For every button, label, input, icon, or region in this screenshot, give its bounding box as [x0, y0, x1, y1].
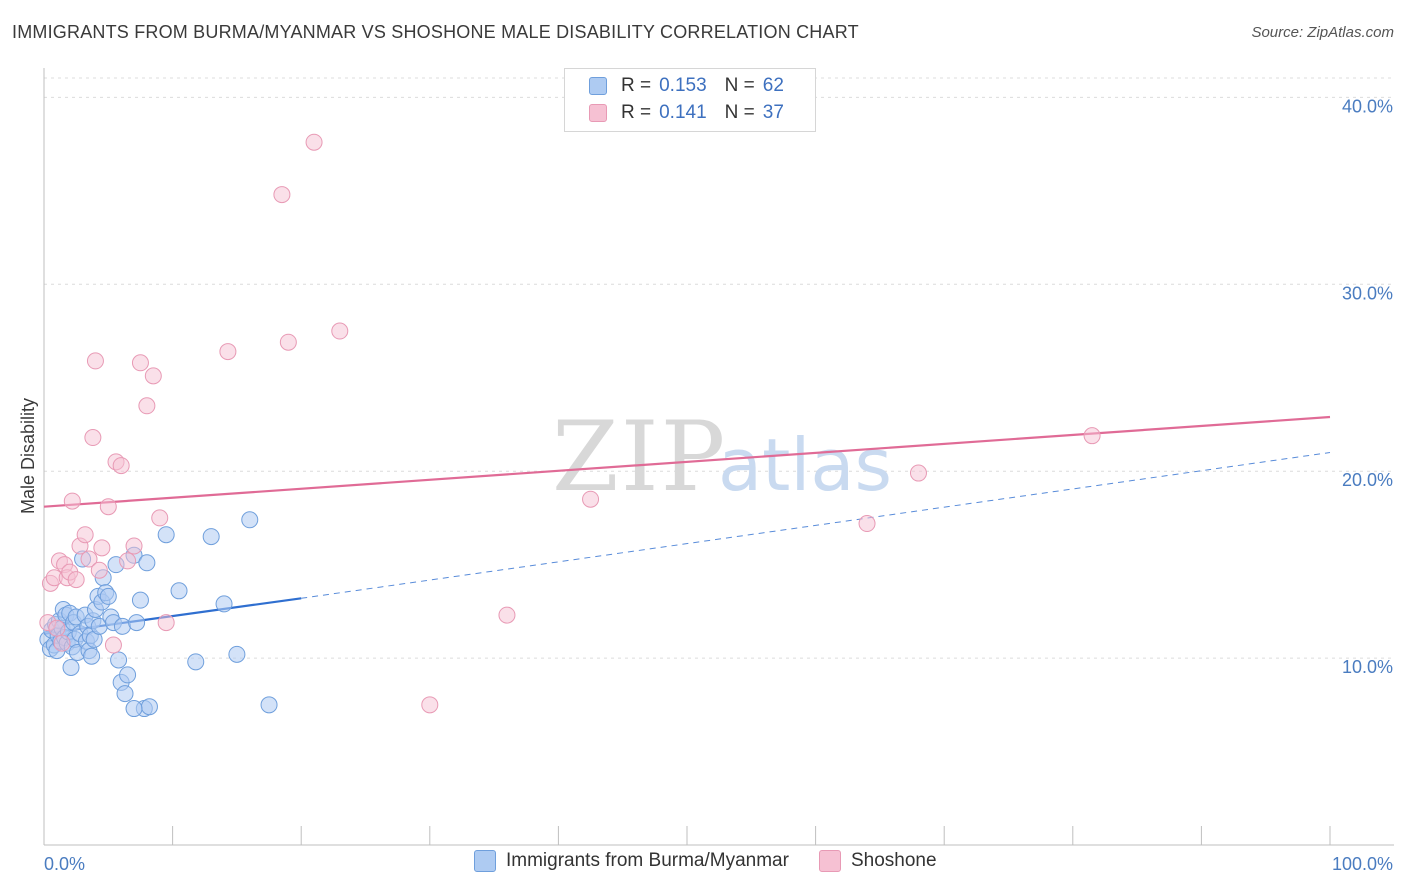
legend-item-burma: Immigrants from Burma/Myanmar [474, 850, 789, 872]
point-shoshone [331, 322, 349, 340]
point-shoshone [48, 619, 66, 637]
point-shoshone [279, 333, 297, 351]
series-shoshone-points [39, 133, 1101, 714]
point-burma [62, 658, 80, 676]
point-shoshone [157, 614, 175, 632]
trend-line-shoshone [43, 415, 1331, 508]
point-shoshone [144, 367, 162, 385]
legend-r-value: 0.141 [659, 102, 707, 123]
point-burma [138, 554, 156, 572]
point-shoshone [80, 550, 98, 568]
point-burma [110, 651, 128, 669]
point-shoshone [125, 537, 143, 555]
point-shoshone [104, 636, 122, 654]
legend-n-label: N = [724, 102, 755, 123]
legend-swatch-pink [818, 850, 841, 872]
y-tick-label: 10.0% [1342, 657, 1393, 677]
point-burma [228, 645, 246, 663]
legend-label-shoshone: Shoshone [850, 850, 937, 871]
legend-swatch-blue [589, 77, 607, 95]
point-shoshone [305, 133, 323, 151]
point-shoshone [498, 606, 516, 624]
point-burma [99, 587, 117, 605]
point-shoshone [151, 509, 169, 527]
point-shoshone [273, 186, 291, 204]
point-shoshone [131, 354, 149, 372]
point-shoshone [119, 552, 137, 570]
point-burma [116, 685, 134, 703]
point-shoshone [858, 515, 876, 533]
legend-label-burma: Immigrants from Burma/Myanmar [506, 850, 789, 871]
y-tick-label: 40.0% [1342, 96, 1393, 116]
chart-title: IMMIGRANTS FROM BURMA/MYANMAR VS SHOSHON… [12, 22, 859, 42]
legend-r-label: R = [621, 75, 652, 96]
x-tick-label: 100.0% [1332, 854, 1393, 874]
legend-n-label: N = [724, 75, 755, 96]
point-burma [131, 591, 149, 609]
point-shoshone [219, 343, 237, 361]
point-shoshone [1083, 427, 1101, 445]
y-tick-label: 30.0% [1342, 283, 1393, 303]
point-burma [260, 696, 278, 714]
x-tick-label: 0.0% [44, 854, 85, 874]
point-shoshone [84, 429, 102, 447]
point-shoshone [112, 457, 130, 475]
point-burma [83, 647, 101, 665]
point-burma [202, 528, 220, 546]
source-label: Source: ZipAtlas.com [1251, 24, 1394, 41]
point-shoshone [76, 526, 94, 544]
point-burma [157, 526, 175, 544]
legend-r-value: 0.153 [659, 75, 707, 96]
point-shoshone [53, 634, 71, 652]
legend-item-shoshone: Shoshone [818, 850, 937, 872]
point-shoshone [63, 492, 81, 510]
point-burma [187, 653, 205, 671]
watermark: ZIP atlas [552, 401, 892, 513]
point-shoshone [67, 571, 85, 589]
point-burma [241, 511, 259, 529]
point-burma [125, 700, 143, 718]
point-burma [170, 582, 188, 600]
gridlines [44, 77, 1394, 659]
point-shoshone [86, 352, 104, 370]
point-burma [140, 698, 158, 716]
series-legend: Immigrants from Burma/Myanmar Shoshone [474, 850, 967, 872]
point-shoshone [99, 498, 117, 516]
legend-row-burma: R = 0.153 N = 62 [589, 73, 784, 99]
axes [43, 68, 1394, 846]
x-tick-labels: 0.0% 100.0% [44, 854, 1393, 874]
legend-swatch-blue [474, 850, 496, 872]
legend-n-value: 62 [762, 75, 784, 96]
watermark-zip: ZIP [552, 401, 727, 513]
point-shoshone [90, 561, 108, 579]
point-shoshone [582, 490, 600, 508]
point-shoshone [93, 539, 111, 557]
y-tick-label: 20.0% [1342, 470, 1393, 490]
point-shoshone [138, 397, 156, 415]
legend-r-label: R = [621, 102, 652, 123]
point-burma [119, 666, 137, 684]
point-shoshone [909, 464, 927, 482]
watermark-atlas: atlas [718, 423, 892, 507]
stats-legend: R = 0.153 N = 62 R = 0.141 N = 37 [564, 68, 816, 132]
point-shoshone [421, 696, 439, 714]
legend-n-value: 37 [762, 102, 784, 123]
legend-swatch-pink [589, 104, 607, 122]
y-tick-labels: 10.0% 20.0% 30.0% 40.0% [1342, 96, 1393, 677]
point-burma [128, 614, 146, 632]
trend-line-burma-extension [301, 452, 1331, 599]
y-axis-label: Male Disability [18, 398, 38, 514]
point-burma [113, 617, 131, 635]
point-burma [215, 595, 233, 613]
legend-row-shoshone: R = 0.141 N = 37 [589, 100, 784, 126]
